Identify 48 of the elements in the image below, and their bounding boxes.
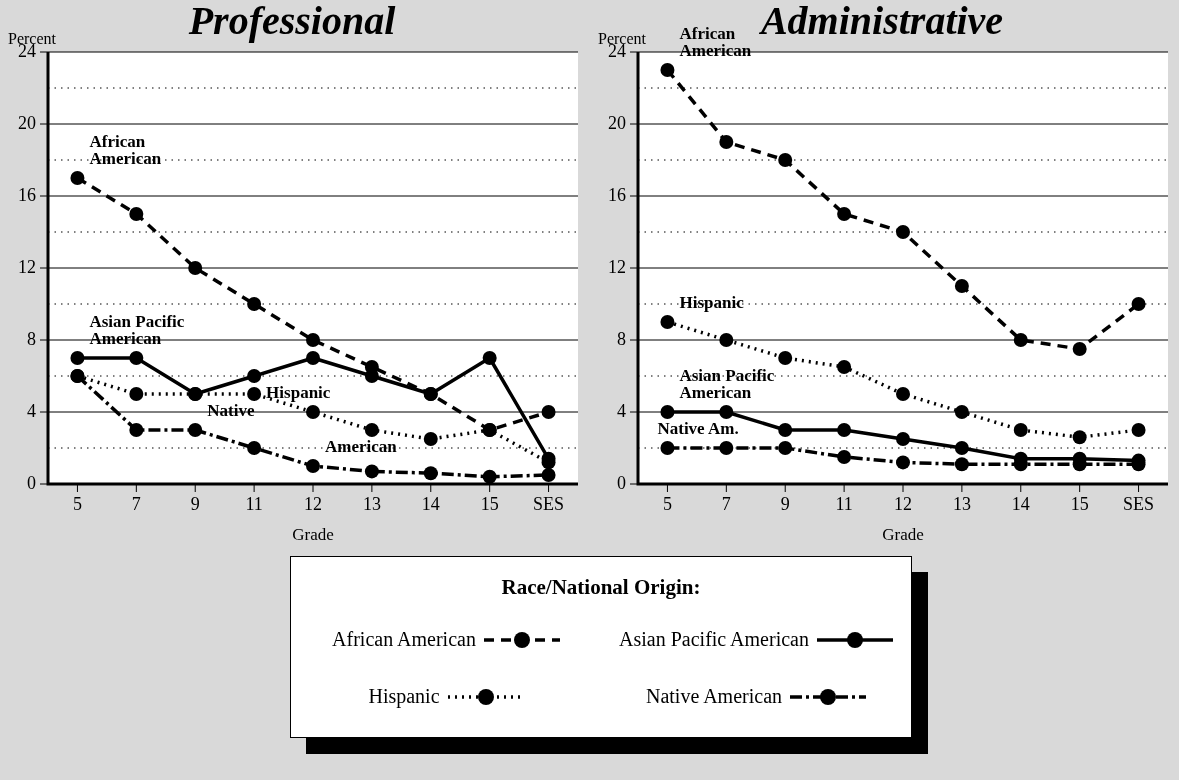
x-tick-label: 12 — [894, 493, 912, 514]
x-axis-title: Grade — [882, 525, 924, 545]
chart-title: Professional — [187, 0, 397, 44]
x-tick-label: 7 — [131, 493, 141, 514]
y-tick-label: 16 — [18, 184, 36, 205]
y-tick-label: 12 — [608, 256, 626, 277]
y-tick-label: 0 — [617, 472, 626, 493]
y-tick-label: 4 — [27, 400, 36, 421]
y-tick-label: 16 — [608, 184, 626, 205]
y-tick-label: 0 — [27, 472, 36, 493]
x-tick-label: 7 — [721, 493, 731, 514]
x-tick-label: SES — [533, 493, 565, 514]
y-tick-label: 12 — [18, 256, 36, 277]
annotation: African American — [679, 23, 752, 60]
x-tick-label: 14 — [421, 493, 440, 514]
annotation: Hispanic — [266, 383, 331, 403]
x-tick-label: 11 — [245, 493, 263, 514]
y-tick-label: 20 — [608, 112, 626, 133]
x-tick-label: 5 — [72, 493, 82, 514]
y-tick-label: 8 — [27, 328, 36, 349]
legend-label: Native American — [645, 685, 783, 708]
x-tick-label: 14 — [1011, 493, 1030, 514]
x-tick-label: 12 — [304, 493, 322, 514]
annotation: Native Am. — [657, 418, 739, 438]
x-tick-label: 13 — [362, 493, 381, 514]
annotation: African American — [89, 131, 162, 168]
legend-title: Race/National Origin: — [500, 575, 702, 600]
annotation: Asian Pacific American — [679, 365, 775, 402]
x-tick-label: 13 — [952, 493, 971, 514]
x-tick-label: SES — [1123, 493, 1155, 514]
x-tick-label: 5 — [662, 493, 672, 514]
x-tick-label: 9 — [190, 493, 200, 514]
x-tick-label: 15 — [1070, 493, 1089, 514]
chart-title: Administrative — [757, 0, 1004, 44]
annotation: American — [325, 436, 398, 456]
x-axis-title: Grade — [292, 525, 334, 545]
y-tick-label: 4 — [617, 400, 626, 421]
y-tick-label: 20 — [18, 112, 36, 133]
y-tick-label: 8 — [617, 328, 626, 349]
x-tick-label: 15 — [480, 493, 499, 514]
x-tick-label: 11 — [835, 493, 853, 514]
annotation: Hispanic — [679, 292, 745, 312]
legend-label: African American — [332, 628, 476, 651]
annotation: Native — [207, 400, 255, 420]
legend-label: Hispanic — [368, 685, 440, 708]
legend-label: Asian Pacific American — [619, 628, 809, 651]
annotation: Asian Pacific American — [89, 311, 185, 348]
x-tick-label: 9 — [780, 493, 790, 514]
